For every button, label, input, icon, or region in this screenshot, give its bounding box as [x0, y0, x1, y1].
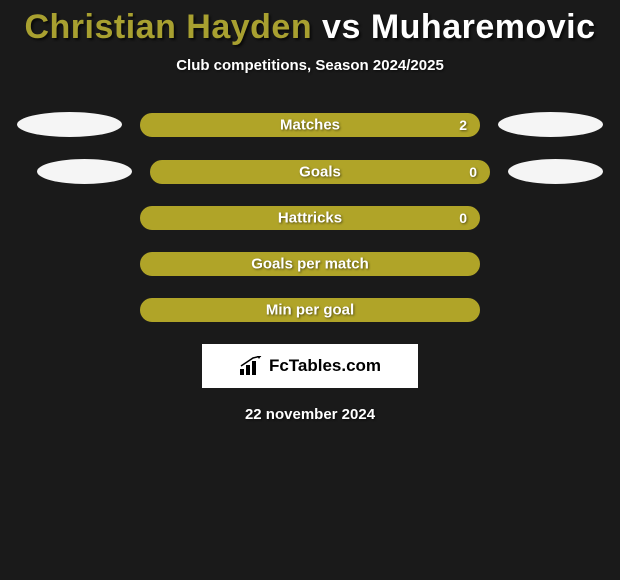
footer-date: 22 november 2024 — [0, 406, 620, 423]
stat-bar: Hattricks 0 — [140, 206, 480, 230]
stat-bar: Goals per match — [140, 252, 480, 276]
stat-bar: Min per goal — [140, 298, 480, 322]
stat-row: Hattricks 0 — [0, 206, 620, 230]
title-player1: Christian Hayden — [24, 8, 312, 46]
stats-area: Matches 2 Goals 0 Hattricks 0 Goals per match M… — [0, 112, 620, 322]
stat-bar: Matches 2 — [140, 113, 480, 137]
stat-value: 0 — [459, 210, 467, 226]
stat-row: Matches 2 — [0, 112, 620, 137]
stat-row: Min per goal — [0, 298, 620, 322]
watermark: FcTables.com — [202, 344, 418, 388]
page-title: Christian Hayden vs Muharemovic — [0, 8, 620, 47]
stat-label: Goals — [299, 163, 341, 180]
player2-pill — [498, 112, 603, 137]
stat-value: 2 — [459, 117, 467, 133]
stat-label: Matches — [280, 116, 340, 133]
title-player2: Muharemovic — [371, 8, 596, 46]
stat-label: Hattricks — [278, 210, 342, 227]
title-vs: vs — [312, 8, 371, 46]
stat-bar: Goals 0 — [150, 160, 490, 184]
subtitle: Club competitions, Season 2024/2025 — [0, 57, 620, 74]
comparison-card: Christian Hayden vs Muharemovic Club com… — [0, 0, 620, 423]
stat-row: Goals 0 — [0, 159, 620, 184]
player2-pill — [508, 159, 603, 184]
stat-value: 0 — [469, 164, 477, 180]
stat-label: Goals per match — [251, 256, 369, 273]
stat-row: Goals per match — [0, 252, 620, 276]
player1-pill — [17, 112, 122, 137]
chart-icon — [239, 356, 263, 376]
watermark-text: FcTables.com — [269, 356, 381, 376]
player1-pill — [37, 159, 132, 184]
stat-label: Min per goal — [266, 302, 354, 319]
